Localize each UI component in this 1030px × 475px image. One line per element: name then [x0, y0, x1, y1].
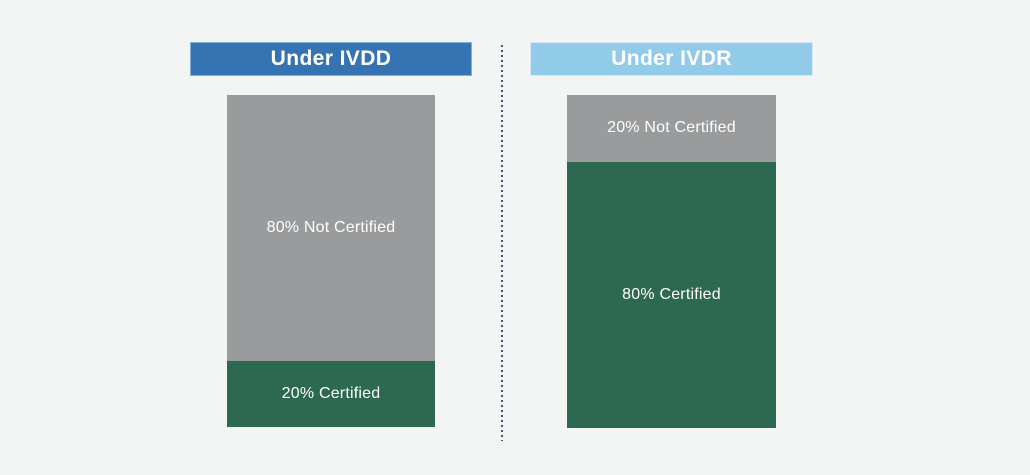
stacked-bar-ivdd: 80% Not Certified 20% Certified	[227, 95, 435, 427]
segment-label-ivdr-certified: 80% Certified	[622, 285, 721, 303]
vertical-dotted-divider	[501, 45, 503, 441]
header-under-ivdd: Under IVDD	[190, 42, 472, 76]
segment-label-ivdd-certified: 20% Certified	[281, 384, 381, 402]
segment-ivdr-not-certified: 20% Not Certified	[567, 95, 776, 162]
segment-label-ivdr-not-certified: 20% Not Certified	[607, 119, 736, 137]
segment-ivdd-not-certified: 80% Not Certified	[227, 95, 435, 361]
segment-ivdd-certified: 20% Certified	[227, 360, 435, 427]
segment-label-ivdd-not-certified: 80% Not Certified	[266, 218, 396, 236]
segment-ivdr-certified: 80% Certified	[567, 161, 776, 428]
header-under-ivdr: Under IVDR	[530, 42, 813, 76]
stacked-bar-ivdr: 20% Not Certified 80% Certified	[567, 95, 776, 428]
